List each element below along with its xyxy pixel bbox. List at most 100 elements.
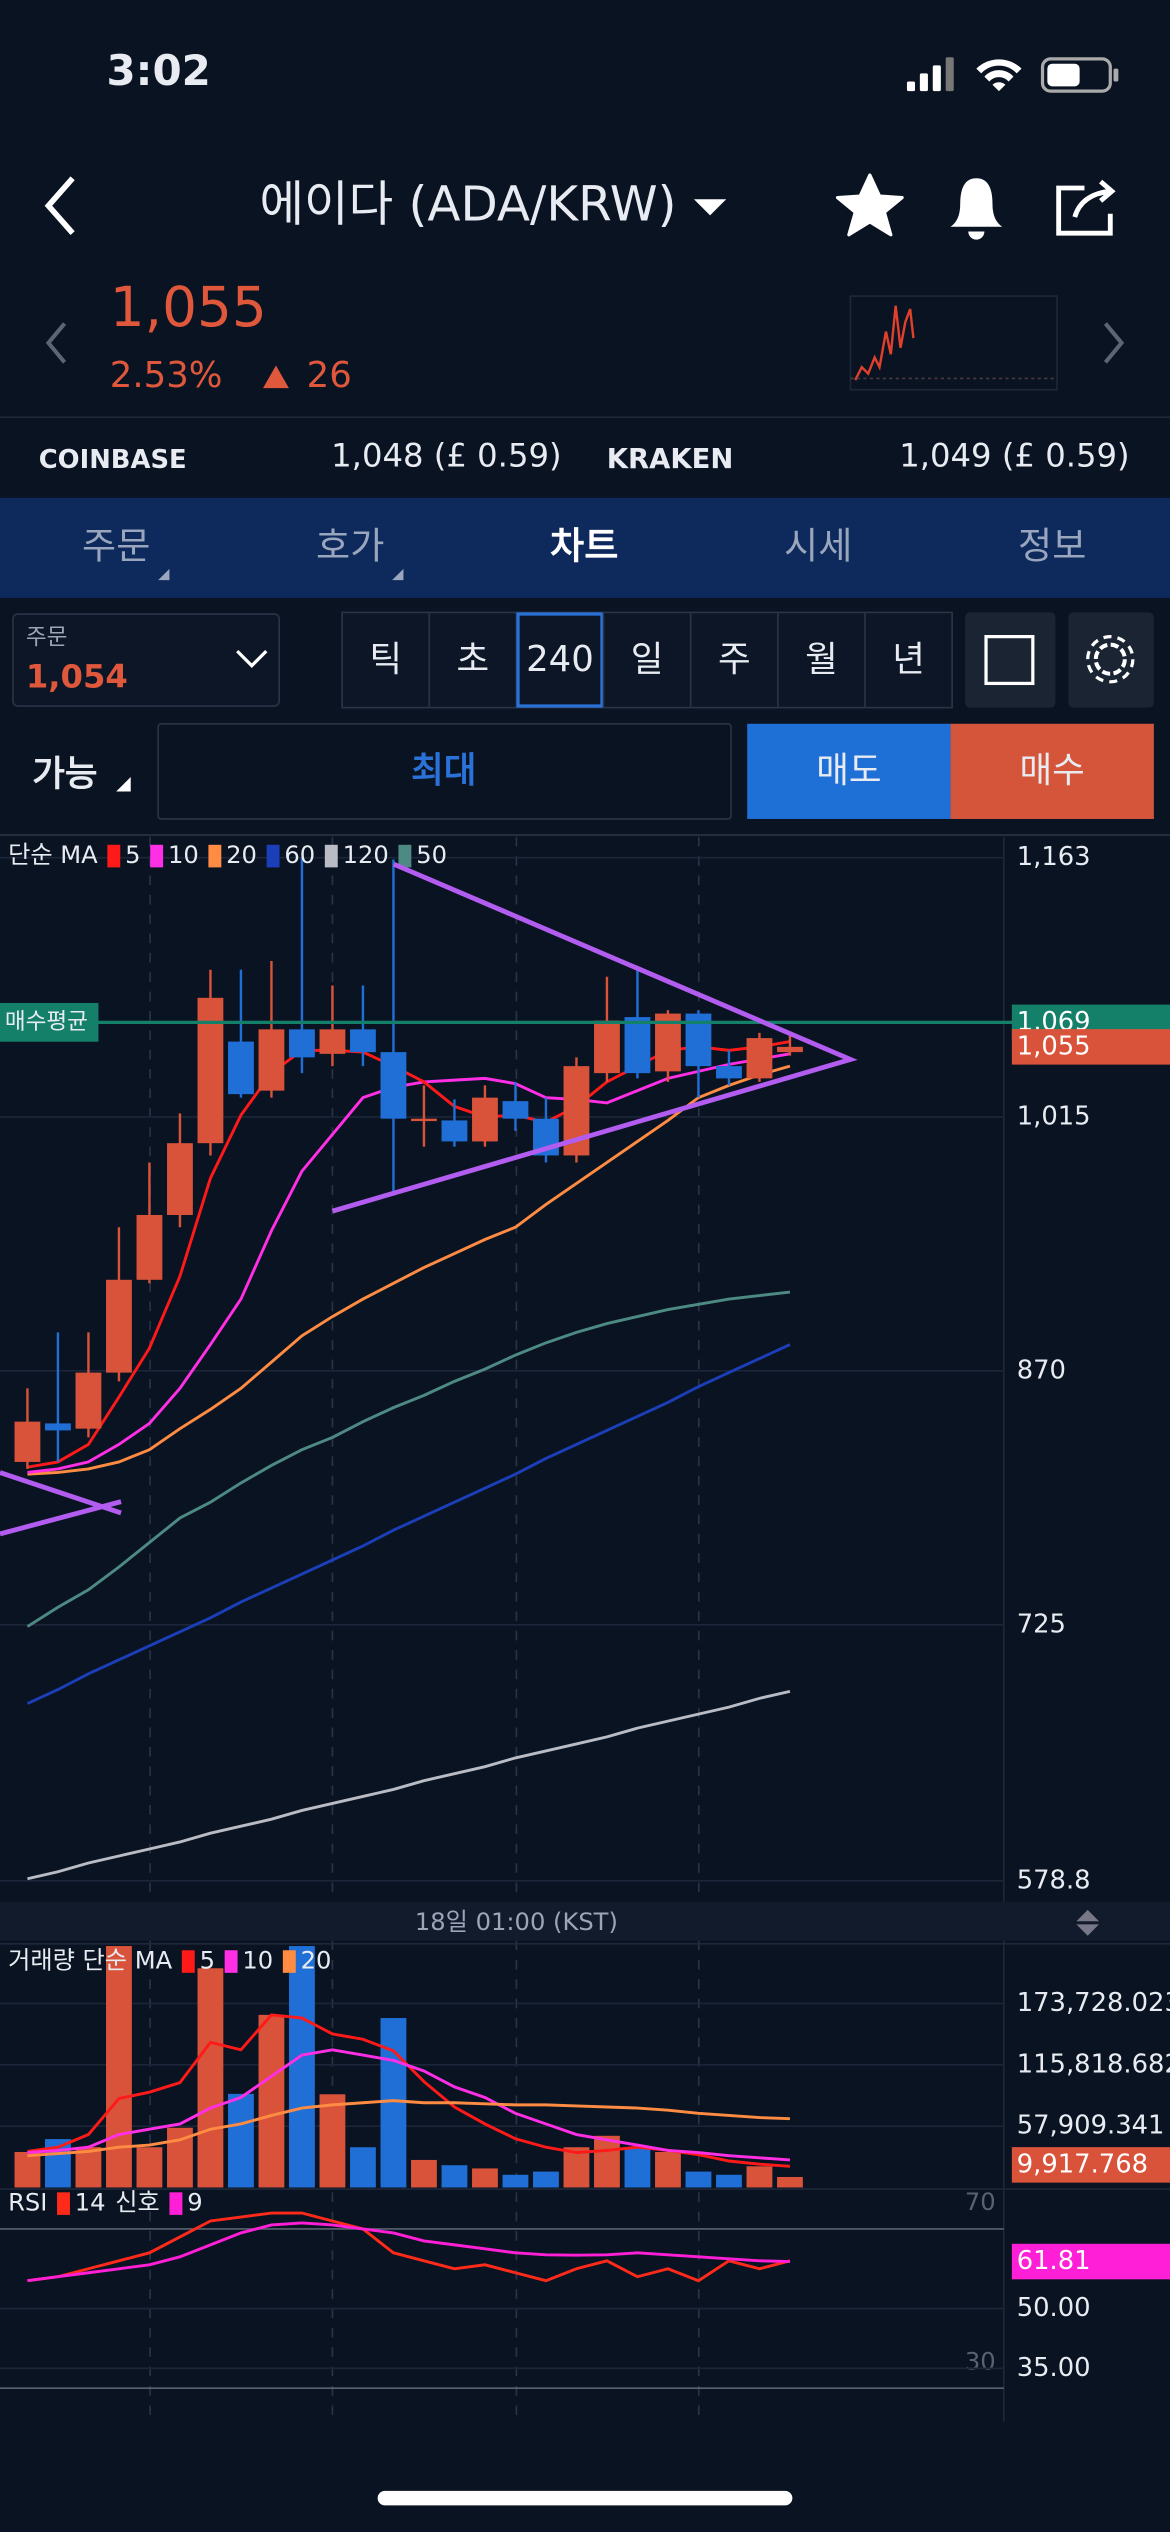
order-price-box[interactable] — [12, 613, 280, 707]
sparkline-box — [849, 295, 1058, 391]
legend-swatch — [181, 1950, 195, 1973]
avg-price-tag — [0, 1002, 99, 1042]
volume-bar — [533, 2171, 559, 2188]
volume-bar — [14, 2152, 41, 2188]
y-tick-label: 35.00 — [1017, 2353, 1091, 2383]
exchange-name: COINBASE — [39, 445, 187, 475]
trendlines — [0, 861, 858, 1537]
resize-handle[interactable] — [1076, 1909, 1099, 1936]
sell-button[interactable] — [747, 723, 951, 819]
price-tag-label: 9,917.768 — [1017, 2149, 1148, 2179]
order-dropdown[interactable] — [236, 650, 268, 668]
volume-bar — [289, 1946, 315, 2188]
interval-group — [341, 611, 953, 709]
order-price: 1,054 — [26, 658, 128, 696]
avg-price-name: 매수평균 — [5, 1009, 88, 1035]
volume-bar — [624, 2147, 651, 2188]
volume-bar — [106, 1946, 132, 2188]
alert-button[interactable] — [950, 178, 1003, 240]
legend-swatch — [57, 2192, 70, 2215]
legend-label: 5 — [200, 1947, 215, 1975]
y-tick-label: 1,015 — [1017, 1101, 1091, 1131]
header-title[interactable]: 에이다 (ADA/KRW) — [260, 176, 677, 232]
legend-swatch — [169, 2192, 183, 2215]
max-label: 최대 — [411, 750, 476, 791]
settings-icon — [1086, 635, 1135, 684]
candle-body — [777, 1046, 803, 1053]
legend-swatch — [398, 844, 412, 868]
volume-bar — [777, 2176, 803, 2188]
interval-button[interactable]: 월 — [805, 639, 838, 680]
exchange-price: 1,048 (£ 0.59) — [331, 436, 561, 474]
change-percent: 2.53% — [110, 355, 223, 396]
exchange-price: 1,049 (£ 0.59) — [899, 436, 1129, 474]
interval-button[interactable]: 주 — [718, 639, 751, 680]
max-button[interactable] — [157, 722, 732, 820]
candle-body — [319, 1029, 346, 1054]
prev-coin[interactable] — [45, 322, 67, 364]
y-tick-label: 870 — [1017, 1355, 1066, 1385]
legend-label: 20 — [301, 1947, 332, 1975]
candle-body — [106, 1279, 132, 1373]
title-caret[interactable] — [693, 199, 727, 216]
candle-body — [594, 1020, 620, 1074]
candle-body — [411, 1118, 437, 1122]
change-amount: 26 — [307, 355, 352, 396]
share-button[interactable] — [1056, 179, 1116, 236]
y-tick-label: 173,728.023 — [1017, 1988, 1170, 2018]
available-label[interactable]: 가능 — [32, 753, 97, 794]
next-coin[interactable] — [1103, 322, 1125, 364]
interval-button[interactable]: 일 — [631, 639, 664, 680]
volume-bar — [319, 2094, 346, 2188]
interval-selected — [516, 612, 604, 708]
volume-average — [27, 2099, 791, 2158]
tab[interactable]: 시세 — [784, 524, 852, 567]
legend-label: 14 — [75, 2189, 106, 2217]
candle-body — [136, 1214, 163, 1280]
candle-body — [45, 1423, 71, 1431]
volume-bar — [594, 2135, 620, 2188]
tab[interactable]: 정보 — [1018, 524, 1086, 567]
y-tick-label: 50.00 — [1017, 2293, 1091, 2323]
volume-average — [27, 2048, 791, 2162]
interval-button[interactable]: 년 — [892, 639, 925, 680]
settings-button[interactable] — [1068, 612, 1154, 708]
draw-button[interactable] — [965, 612, 1056, 708]
legend-swatch — [150, 844, 164, 868]
interval-button[interactable]: 240 — [526, 639, 594, 680]
y-tick-label: 1,163 — [1017, 842, 1091, 872]
price-tag — [1011, 2243, 1170, 2280]
time-bar — [0, 1901, 1170, 1941]
legend-swatch — [208, 844, 222, 868]
tab-bar — [0, 497, 1170, 598]
moving-average — [26, 1290, 791, 1628]
buy-button[interactable] — [950, 723, 1154, 819]
legend-label: 5 — [125, 841, 140, 869]
candle-body — [441, 1120, 468, 1142]
candle-body — [258, 1029, 285, 1091]
tab[interactable]: 차트 — [550, 524, 618, 567]
legend-swatch — [224, 1950, 238, 1973]
volume-bar — [228, 2093, 254, 2188]
favorite-button[interactable] — [835, 173, 904, 237]
moving-average — [27, 1052, 791, 1474]
back-button[interactable] — [44, 176, 75, 236]
y-tick-label: 57,909.341 — [1017, 2111, 1165, 2141]
volume-bar — [350, 2147, 376, 2188]
candle-body — [472, 1097, 498, 1142]
tab[interactable]: 호가 — [316, 524, 384, 567]
volume-bar — [380, 2018, 407, 2188]
price-tag — [1011, 2147, 1170, 2183]
candle-body — [502, 1101, 529, 1119]
price-tag — [1011, 1029, 1170, 1065]
volume-bar — [685, 2171, 712, 2188]
candle-body — [167, 1143, 193, 1215]
sparkline — [854, 305, 915, 381]
interval-button[interactable]: 초 — [457, 639, 490, 680]
interval-button[interactable]: 틱 — [369, 639, 402, 680]
tab[interactable]: 주문 — [82, 524, 150, 567]
legend-label: 10 — [168, 841, 199, 869]
volume-bar — [655, 2152, 681, 2188]
